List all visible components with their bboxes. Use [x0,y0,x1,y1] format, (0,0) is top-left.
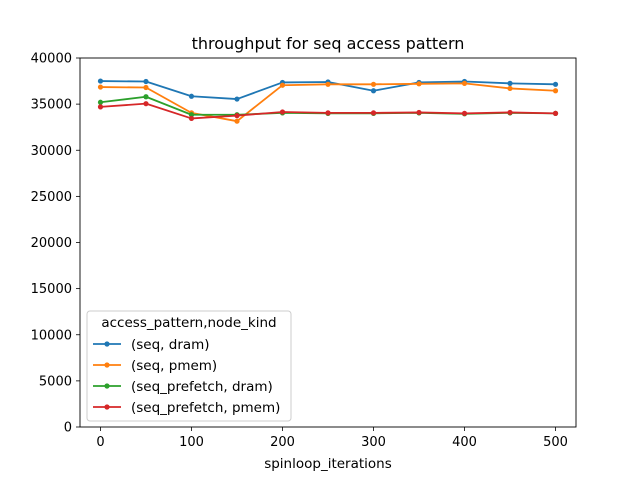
y-axis: 0 5000 10000 15000 20000 25000 30000 35000 40000 [31,52,80,436]
data-point [143,101,149,107]
data-point [507,85,513,92]
data-point [507,80,513,86]
legend-box [86,310,292,422]
data-point [325,81,331,87]
y-tick-label: 25000 [31,190,72,205]
series-1 [97,80,559,124]
data-point [370,110,377,116]
data-point [143,94,149,100]
legend-entry: (seq, pmem) [93,358,217,374]
chart-title: throughput for seq access pattern [192,34,465,53]
data-point [143,84,149,91]
y-tick-label: 0 [64,421,72,436]
y-tick-label: 20000 [31,236,72,251]
legend-swatch-marker [104,341,110,347]
legend: access_pattern,node_kind (seq, dram) (seq… [86,310,292,422]
data-point [552,110,559,116]
legend-entry: (seq_prefetch, pmem) [93,400,280,416]
series-layer [97,78,559,124]
legend-label: (seq_prefetch, dram) [131,379,273,395]
legend-label: (seq_prefetch, pmem) [131,400,280,416]
y-tick-label: 40000 [31,52,72,67]
data-point [279,109,286,115]
data-point [188,93,195,99]
legend-label: (seq, dram) [131,337,210,353]
series-3 [97,101,559,122]
y-tick-label: 30000 [31,144,72,159]
x-tick-label: 300 [361,435,386,450]
y-tick-label: 10000 [31,328,72,343]
data-point [461,110,468,116]
y-tick-label: 35000 [31,98,72,113]
data-point [188,115,195,122]
data-point [234,118,240,124]
data-point [552,81,559,87]
legend-entry: (seq_prefetch, dram) [93,379,273,395]
data-point [370,81,377,87]
y-tick-label: 5000 [39,374,72,389]
legend-entry: (seq, dram) [93,337,210,353]
data-point [97,104,104,110]
legend-label: (seq, pmem) [131,358,217,374]
x-tick-label: 400 [452,435,477,450]
data-point [234,113,240,119]
legend-swatch-marker [104,362,110,368]
legend-swatch-marker [104,383,110,389]
legend-title: access_pattern,node_kind [101,315,276,331]
x-tick-label: 100 [179,435,204,450]
data-point [416,81,422,87]
x-tick-label: 200 [270,435,295,450]
data-point [188,112,195,118]
x-axis: 0 100 200 300 400 500 [96,427,568,450]
data-point [325,110,331,116]
data-point [143,78,149,85]
data-point [370,88,377,94]
data-point [416,109,422,116]
data-point [461,80,468,86]
data-point [507,109,513,116]
x-tick-label: 500 [543,435,568,450]
data-point [97,84,104,90]
y-tick-label: 15000 [31,282,72,297]
data-point [552,88,559,94]
data-point [234,96,240,102]
data-point [97,78,104,84]
data-point [279,82,286,88]
x-axis-label: spinloop_iterations [264,456,392,472]
x-tick-label: 0 [96,435,104,450]
legend-swatch-marker [104,404,110,410]
data-point [97,99,104,105]
